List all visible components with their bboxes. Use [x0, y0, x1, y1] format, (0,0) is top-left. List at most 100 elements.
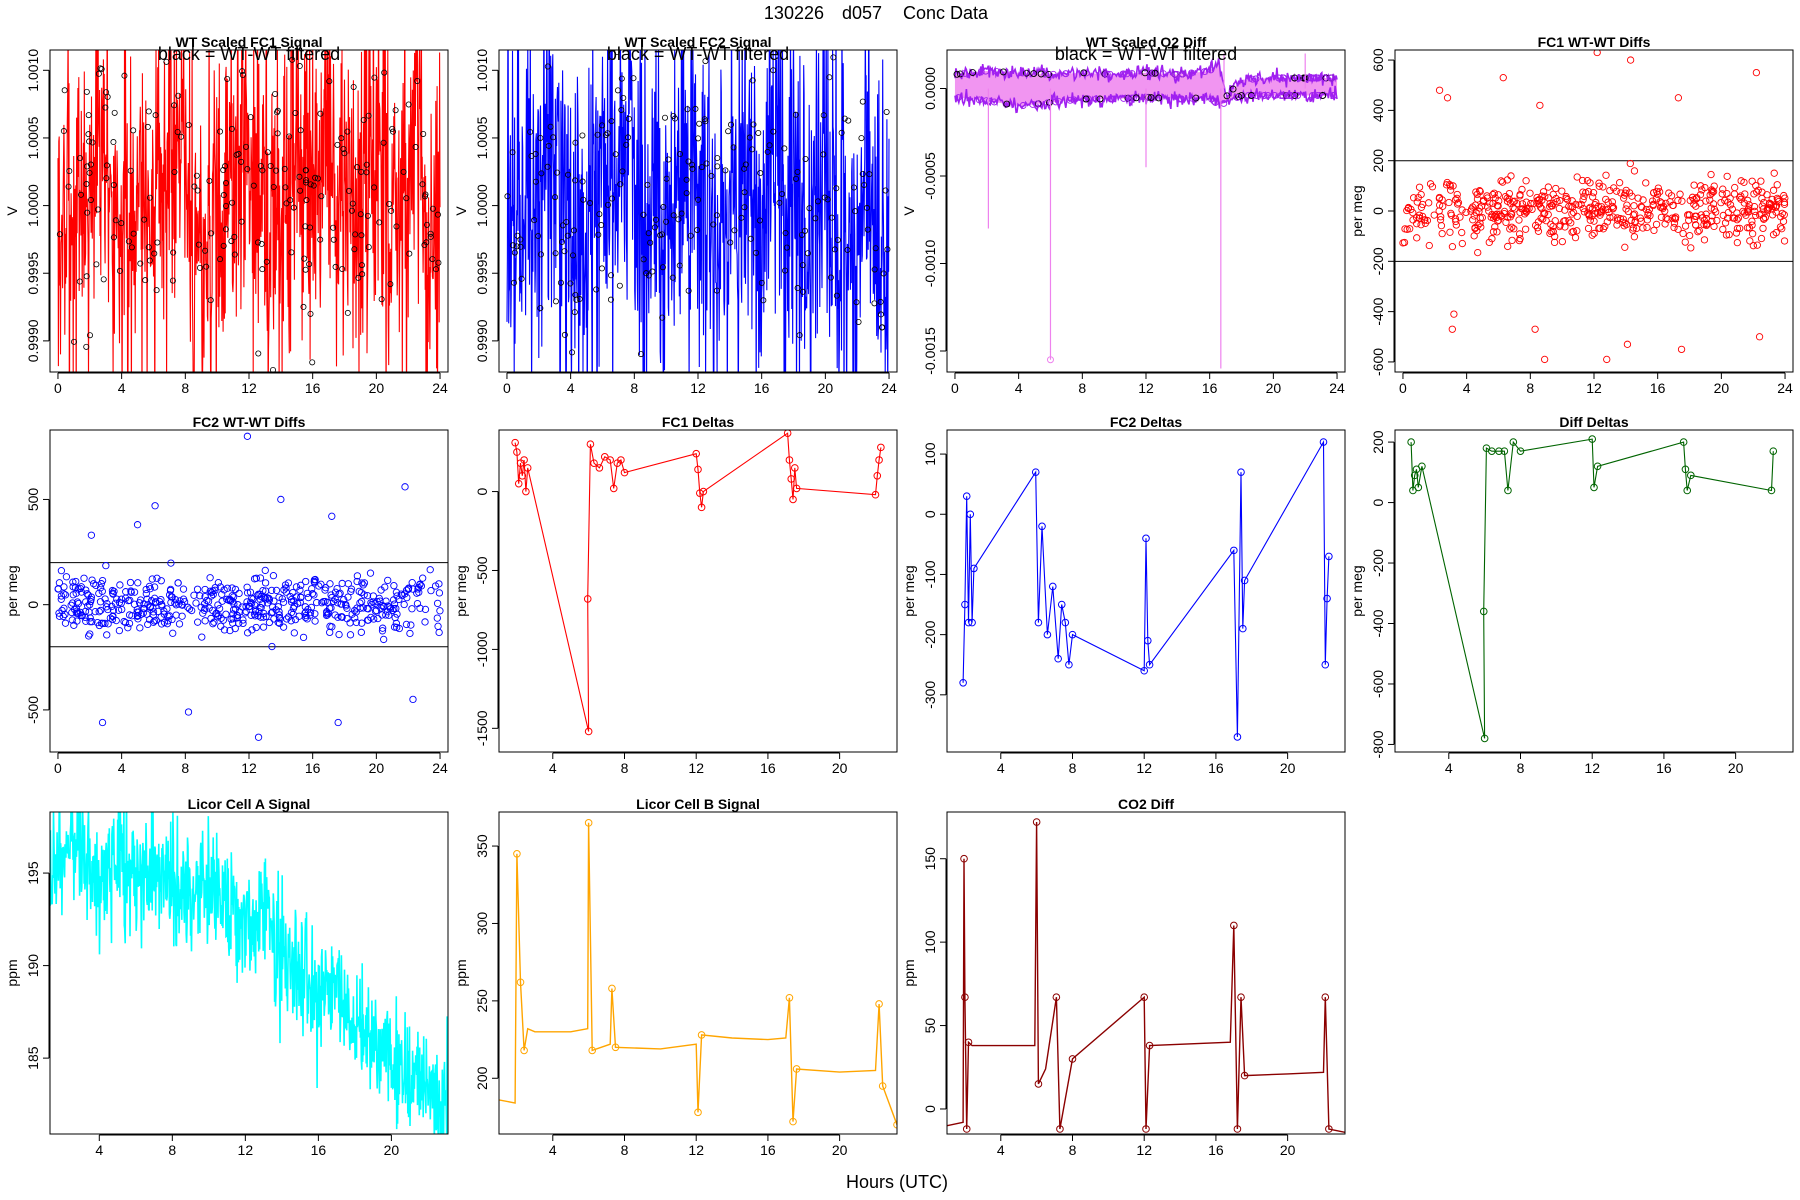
chart-fc1-wt-diffs-outlier-point: [1752, 68, 1761, 77]
chart-fc2-wt-diffs-point: [194, 618, 202, 626]
chart-fc2-wt-diffs-point: [96, 598, 105, 606]
chart-fc1-signal-filtered-point: [286, 133, 293, 140]
chart-fc2-wt-diffs-point: [215, 604, 224, 613]
chart-fc2-wt-diffs-point: [392, 588, 401, 596]
chart-fc2-signal-filtered-point: [821, 194, 828, 201]
chart-fc1-wt-diffs-point: [1717, 198, 1725, 207]
chart-fc1-signal-filtered-point: [110, 139, 117, 146]
chart-fc1-signal-filtered-point: [406, 250, 413, 257]
chart-fc2-wt-diffs-point: [120, 617, 128, 626]
chart-fc1-signal-filtered-point: [296, 63, 303, 70]
chart-fc2-signal-filtered-point: [619, 168, 626, 175]
chart-fc1-wt-diffs-point: [1731, 183, 1739, 192]
chart-fc1-deltas-xtick-label: 12: [688, 760, 704, 776]
chart-fc2-signal-filtered-point: [684, 106, 691, 113]
chart-o2-diff-xtick-label: 16: [1202, 380, 1218, 396]
chart-fc2-wt-diffs-point: [74, 599, 83, 608]
chart-fc2-wt-diffs-outlier-point: [334, 718, 342, 727]
chart-fc2-wt-diffs-point: [97, 606, 105, 615]
chart-fc2-wt-diffs-point: [334, 613, 342, 621]
chart-fc2-deltas: FC2 Deltas per meg 4 8 12 16 20 -300 -200 -100 0 10…: [901, 414, 1346, 776]
chart-fc1-signal-xtick-label: 8: [181, 380, 189, 396]
chart-fc2-signal-filtered-point: [820, 112, 827, 119]
chart-fc2-wt-diffs-outlier-point: [87, 531, 96, 539]
chart-fc2-signal-filtered-point: [663, 218, 670, 225]
figure-xlabel: Hours (UTC): [846, 1172, 948, 1192]
chart-fc1-deltas-point: [513, 448, 521, 456]
chart-o2-diff-frame: [946, 49, 1346, 373]
chart-diff-deltas-xtick-label: 12: [1584, 760, 1600, 776]
chart-fc1-deltas-point: [697, 503, 706, 512]
chart-fc1-wt-diffs-point: [1749, 242, 1758, 250]
chart-fc1-signal-filtered-point: [345, 187, 352, 194]
chart-o2-diff-xtick-label: 12: [1138, 380, 1154, 396]
chart-fc1-signal-filtered-point: [259, 266, 266, 273]
chart-fc2-signal-filtered-point: [552, 194, 559, 201]
chart-fc2-wt-diffs-point: [124, 624, 132, 632]
chart-fc2-wt-diffs-plot-area: [50, 432, 448, 741]
chart-fc2-wt-diffs-point: [164, 612, 172, 621]
chart-fc2-wt-diffs-point: [135, 599, 144, 607]
chart-fc1-wt-diffs-point: [1692, 221, 1700, 229]
chart-fc2-signal-filtered-point: [758, 279, 765, 286]
chart-fc2-wt-diffs-point: [57, 567, 66, 575]
chart-fc1-signal-title: WT Scaled FC1 Signal: [175, 34, 322, 50]
chart-fc2-wt-diffs-point: [246, 602, 254, 611]
chart-fc1-wt-diffs-point: [1630, 202, 1638, 210]
chart-fc2-signal-filtered-point: [665, 156, 672, 163]
chart-fc2-wt-diffs-point: [144, 601, 152, 609]
chart-fc1-wt-diffs-point: [1632, 224, 1641, 233]
chart-o2-diff-point: [1178, 70, 1186, 78]
chart-fc2-wt-diffs-point: [225, 595, 234, 603]
chart-fc2-signal-filtered-point: [741, 165, 748, 172]
chart-fc2-deltas-point: [968, 618, 976, 627]
chart-fc2-wt-diffs-point: [256, 595, 264, 603]
chart-fc1-wt-diffs-point: [1741, 190, 1749, 198]
chart-fc2-wt-diffs-point: [115, 626, 124, 635]
chart-fc1-wt-diffs-point: [1685, 216, 1693, 224]
chart-fc2-signal-filtered-point: [571, 309, 578, 316]
chart-fc2-signal-filtered-point: [561, 331, 568, 338]
chart-fc1-wt-diffs-point: [1724, 208, 1733, 217]
chart-fc1-signal-filtered-point: [387, 281, 394, 288]
chart-fc1-deltas-series-line: [514, 432, 882, 732]
chart-fc1-wt-diffs-point: [1547, 202, 1556, 210]
chart-fc1-signal-filtered-point: [222, 163, 229, 170]
chart-fc1-wt-diffs-point: [1748, 230, 1757, 238]
chart-fc1-signal-filtered-point: [334, 141, 341, 148]
chart-fc2-signal-filtered-point: [698, 164, 705, 171]
chart-diff-deltas-point: [1683, 486, 1692, 495]
chart-o2-diff-point: [1188, 94, 1196, 102]
chart-fc1-signal-filtered-point: [365, 244, 372, 251]
chart-fc1-signal-filtered-point: [307, 310, 314, 317]
chart-fc2-signal-filtered-point: [614, 50, 621, 56]
chart-fc2-deltas-point: [1145, 660, 1154, 669]
chart-fc2-signal-filtered-point: [647, 239, 654, 246]
chart-fc2-deltas-point: [1048, 582, 1057, 591]
chart-fc1-wt-diffs-ylabel: per meg: [1349, 185, 1365, 236]
chart-fc2-wt-diffs-point: [226, 626, 234, 635]
chart-fc1-signal-filtered-point: [272, 90, 279, 97]
chart-fc2-signal-filtered-point: [831, 246, 838, 253]
chart-fc1-signal-filtered-point: [314, 175, 321, 182]
chart-fc2-wt-diffs-point: [369, 592, 377, 600]
chart-co2-diff-point: [1068, 1055, 1077, 1063]
chart-fc1-signal-filtered-point: [386, 200, 393, 207]
chart-fc2-signal-filtered-point: [685, 287, 692, 294]
chart-fc2-wt-diffs-point: [209, 620, 217, 628]
chart-fc2-wt-diffs-point: [171, 599, 179, 607]
chart-fc2-signal-filtered-point: [683, 176, 690, 183]
chart-fc1-deltas-point: [620, 468, 629, 477]
chart-licor-b-point: [789, 1117, 797, 1126]
chart-fc1-wt-diffs-point: [1707, 170, 1715, 179]
chart-fc2-signal-xtick-label: 16: [754, 380, 770, 396]
chart-fc2-signal-filtered-point: [579, 178, 586, 185]
chart-fc1-wt-diffs-point: [1649, 200, 1657, 209]
chart-fc1-wt-diffs-point: [1515, 236, 1523, 245]
chart-fc1-deltas-point: [609, 484, 618, 493]
chart-fc1-signal-filtered-point: [170, 249, 177, 256]
chart-fc1-wt-diffs-point: [1590, 229, 1598, 238]
chart-fc1-wt-diffs-point: [1638, 203, 1646, 211]
chart-fc1-wt-diffs-point: [1637, 203, 1645, 211]
chart-fc2-signal-filtered-point: [640, 256, 647, 263]
